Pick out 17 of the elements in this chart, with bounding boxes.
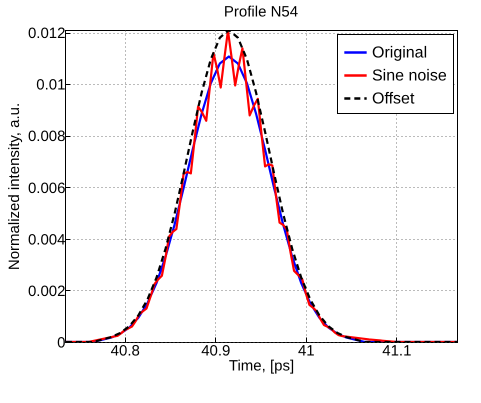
x-tick-label: 41.1 bbox=[382, 342, 412, 360]
legend-label: Offset bbox=[372, 90, 415, 108]
y-tick-label: 0.002 bbox=[28, 282, 66, 300]
y-axis-title: Normalized intensity, a.u. bbox=[6, 102, 23, 270]
y-tick-label: 0.006 bbox=[28, 180, 66, 197]
chart-title: Profile N54 bbox=[224, 4, 298, 21]
y-tick-label: 0.008 bbox=[28, 128, 66, 146]
y-tick-label: 0.004 bbox=[28, 231, 66, 248]
y-tick-label: 0 bbox=[57, 334, 66, 352]
x-axis-title: Time, [ps] bbox=[228, 358, 294, 374]
legend-label: Original bbox=[372, 44, 428, 62]
y-tick-label: 0.01 bbox=[36, 76, 66, 94]
x-tick-label: 41 bbox=[298, 342, 315, 360]
x-tick-label: 40.8 bbox=[110, 342, 140, 360]
legend-label: Sine noise bbox=[372, 68, 447, 84]
y-tick-label: 0.012 bbox=[28, 25, 66, 42]
x-tick-label: 40.9 bbox=[201, 342, 230, 360]
